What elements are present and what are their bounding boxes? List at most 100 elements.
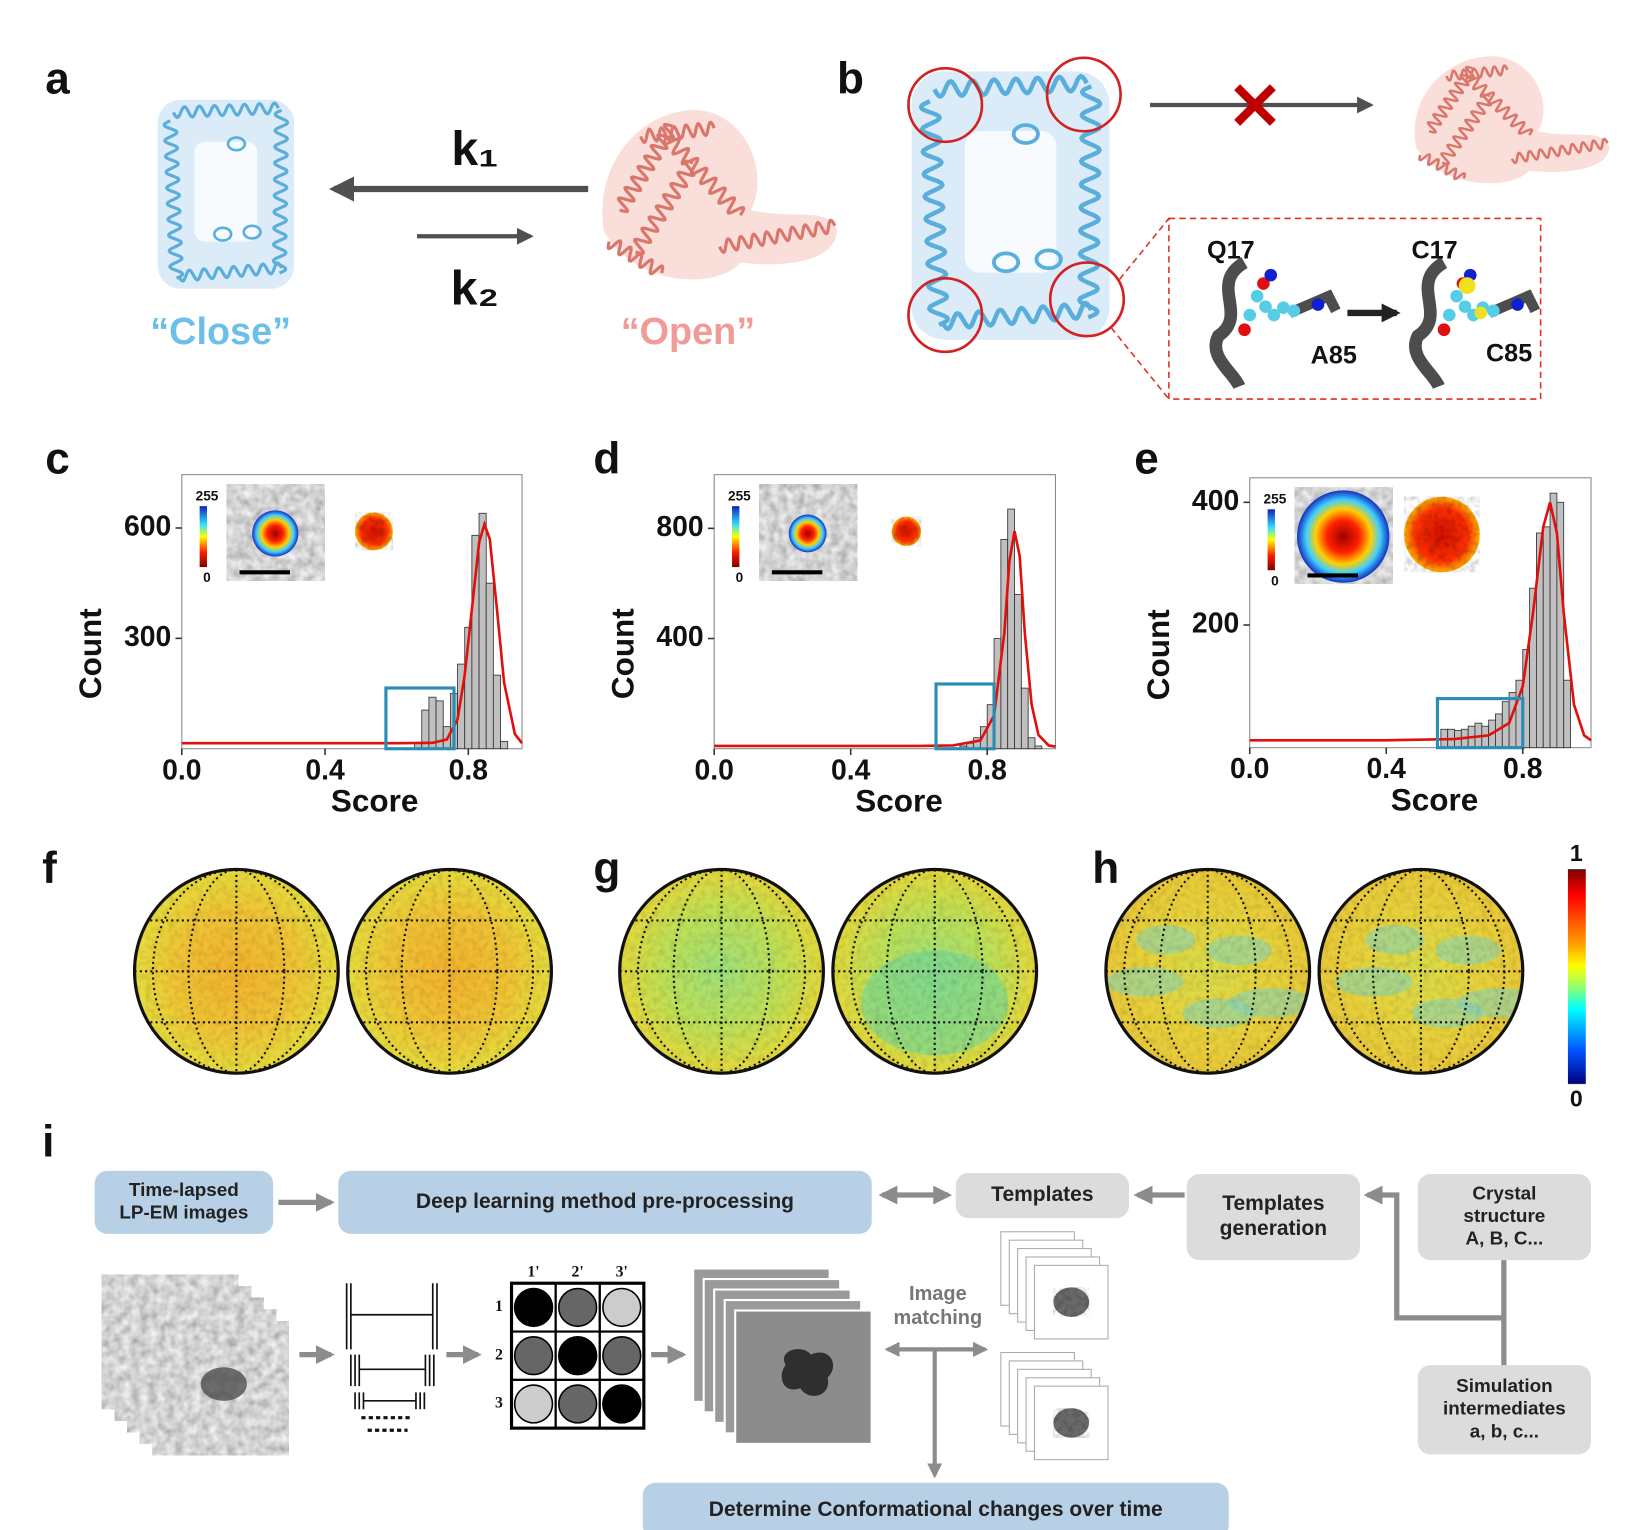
box — [94, 1170, 274, 1234]
meridian — [636, 869, 807, 1074]
helix — [932, 73, 1089, 99]
coil — [991, 251, 1021, 274]
y-tick-label: 400 — [656, 621, 703, 653]
map-outline — [1104, 867, 1312, 1075]
inset-colorbar — [199, 506, 207, 568]
box-label: generation — [1220, 1217, 1327, 1240]
fit-curve — [1249, 502, 1592, 742]
matrix-dot — [557, 1335, 598, 1376]
atom — [1311, 298, 1325, 311]
residue-pair — [1209, 257, 1341, 390]
colorbar — [1567, 869, 1586, 1084]
box — [642, 1482, 1229, 1530]
atom — [1238, 323, 1251, 337]
x-axis-label: Score — [331, 783, 419, 819]
panel-letter: b — [837, 55, 864, 104]
inset-colorbar — [732, 506, 740, 568]
x-axis-label: Score — [855, 783, 943, 819]
atom — [1287, 304, 1301, 318]
atom — [1442, 308, 1456, 322]
em-frame — [151, 1319, 290, 1457]
meridian — [151, 869, 321, 1074]
bar — [492, 674, 501, 750]
meridian — [1158, 869, 1257, 1074]
inset-tick-label: 0 — [736, 570, 744, 585]
template-speckle — [1404, 496, 1480, 573]
helix — [633, 159, 696, 256]
x-tick-label: 0.4 — [1367, 753, 1407, 785]
map-outline — [1317, 867, 1525, 1075]
helix — [940, 300, 1094, 332]
box-label: Determine Conformational changes over ti… — [709, 1498, 1163, 1521]
fit-curve — [714, 530, 1056, 748]
y-axis-label: Count — [72, 608, 108, 699]
open-structure — [602, 109, 838, 280]
residue-label: C17 — [1411, 237, 1457, 265]
network — [345, 1283, 438, 1410]
atom — [1257, 277, 1270, 290]
box-label: A, B, C... — [1466, 1229, 1544, 1250]
highlight-box — [934, 682, 996, 751]
state-label: “Close” — [150, 311, 291, 353]
matrix-column-label: 3' — [616, 1263, 628, 1280]
matrix-dot — [513, 1287, 554, 1328]
meridian — [850, 869, 1020, 1074]
matrix-cell — [598, 1378, 645, 1430]
helix — [162, 119, 185, 280]
mutation-site — [1045, 56, 1122, 133]
orientation-map — [1319, 869, 1523, 1074]
map-outline — [618, 867, 825, 1075]
coil — [213, 226, 233, 242]
panel-letter: i — [42, 1117, 54, 1166]
matrix-row-label: 1 — [495, 1298, 503, 1315]
panel-letter: e — [1134, 435, 1159, 484]
atom — [1277, 301, 1290, 314]
helix — [271, 108, 290, 275]
meridian — [187, 869, 286, 1074]
meridian — [364, 869, 535, 1074]
panel-letter: g — [593, 844, 620, 893]
bar — [478, 512, 487, 750]
panel-letter: a — [45, 55, 70, 104]
matrix-dot — [513, 1335, 554, 1376]
template-texture — [1053, 1408, 1090, 1438]
state-label: “Open” — [621, 311, 755, 353]
box — [1417, 1174, 1592, 1261]
y-tick-label: 600 — [124, 510, 171, 542]
panel-letter: h — [1092, 844, 1119, 893]
box — [1186, 1174, 1361, 1261]
matrix-dot — [557, 1287, 598, 1328]
coil — [242, 224, 262, 240]
y-tick-label: 300 — [124, 621, 171, 653]
bar — [1020, 687, 1029, 750]
surface-hole — [194, 141, 258, 242]
inset-blob — [788, 514, 827, 553]
bar — [1027, 737, 1036, 750]
highlight-box — [384, 686, 456, 751]
y-tick-label: 400 — [1192, 485, 1239, 517]
helix — [1077, 84, 1103, 320]
zoom-box — [1168, 217, 1542, 400]
atom — [1450, 289, 1463, 303]
matrix-row-label: 2 — [495, 1346, 503, 1363]
atom — [1250, 289, 1264, 303]
helix — [1510, 137, 1609, 165]
panel-letter: d — [593, 435, 620, 484]
x-tick-label: 0.0 — [694, 754, 733, 786]
bar — [1014, 594, 1022, 750]
rate-label: k₂ — [451, 262, 499, 316]
helix — [662, 135, 746, 217]
mutation-site — [1048, 261, 1126, 338]
x-tick-label: 0.8 — [449, 754, 488, 786]
bar — [500, 740, 509, 750]
ribbon — [1487, 289, 1541, 318]
matrix-column-label: 1' — [527, 1263, 539, 1280]
meridian — [1371, 869, 1470, 1074]
helix — [639, 120, 716, 144]
atom — [1458, 277, 1476, 295]
meridian — [1123, 869, 1293, 1074]
network-dots — [361, 1416, 412, 1432]
residue-pair — [1409, 257, 1541, 390]
x-tick-label: 0.4 — [305, 754, 345, 786]
